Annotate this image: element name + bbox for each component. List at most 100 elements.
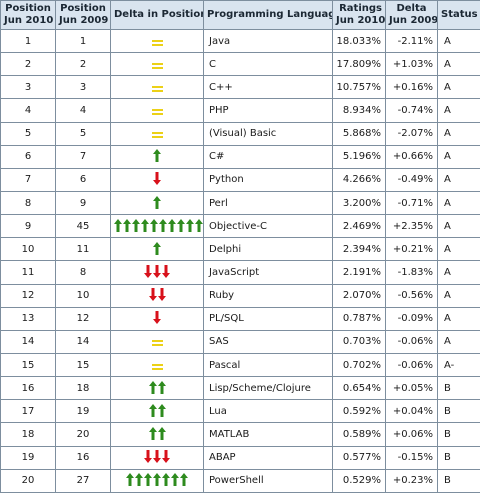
delta-2009-cell: +1.03% bbox=[385, 52, 438, 77]
equal-icon bbox=[151, 363, 163, 371]
delta-2009-cell: +0.21% bbox=[385, 237, 438, 262]
equal-icon bbox=[151, 108, 163, 116]
table-row: 4 4 PHP 8.934% -0.74% A bbox=[0, 98, 480, 123]
position-2009-cell: 1 bbox=[55, 28, 111, 54]
position-2009-cell: 4 bbox=[55, 98, 111, 123]
arrow-up-icon bbox=[141, 218, 149, 232]
rating-cell: 3.200% bbox=[332, 190, 386, 216]
position-2010-cell: 15 bbox=[0, 352, 56, 378]
header-row: Position Jun 2010 Position Jun 2009 Delt… bbox=[0, 0, 480, 30]
arrow-up-icon bbox=[195, 218, 203, 232]
status-cell: A bbox=[437, 283, 480, 308]
delta-icons bbox=[151, 33, 163, 47]
delta-position-cell bbox=[110, 75, 204, 100]
arrow-up-icon bbox=[157, 380, 166, 394]
language-cell: JavaScript bbox=[203, 260, 333, 285]
delta-icons bbox=[151, 102, 163, 116]
status-cell: B bbox=[437, 468, 480, 493]
position-2009-cell: 15 bbox=[55, 352, 111, 378]
arrow-down-icon bbox=[148, 288, 157, 302]
position-2010-cell: 18 bbox=[0, 422, 56, 447]
header-line: Position bbox=[60, 3, 106, 14]
arrow-up-icon bbox=[186, 218, 194, 232]
arrow-up-icon bbox=[171, 473, 179, 487]
delta-position-cell bbox=[110, 260, 204, 285]
header-ratings: Ratings Jun 2010 bbox=[332, 0, 386, 30]
table-body: 1 1 Java 18.033% -2.11% A 2 2 C 17.809% +1.03% A 3 3 C… bbox=[0, 28, 480, 493]
language-cell: MATLAB bbox=[203, 422, 333, 447]
status-cell: A bbox=[437, 329, 480, 354]
header-line: Ratings bbox=[339, 3, 382, 14]
position-2009-cell: 3 bbox=[55, 75, 111, 100]
delta-position-cell bbox=[110, 329, 204, 354]
status-cell: B bbox=[437, 399, 480, 424]
position-2010-cell: 8 bbox=[0, 190, 56, 216]
rating-cell: 4.266% bbox=[332, 167, 386, 192]
arrow-up-icon bbox=[157, 426, 166, 440]
header-status: Status bbox=[437, 0, 480, 30]
language-cell: C# bbox=[203, 144, 333, 169]
status-cell: A bbox=[437, 52, 480, 77]
status-cell: B bbox=[437, 376, 480, 401]
delta-icons bbox=[153, 241, 161, 255]
delta-icons bbox=[153, 310, 161, 325]
position-2010-cell: 13 bbox=[0, 306, 56, 331]
position-2010-cell: 20 bbox=[0, 468, 56, 493]
header-line: Delta bbox=[396, 3, 427, 14]
arrow-up-icon bbox=[157, 403, 166, 417]
table-row: 6 7 C# 5.196% +0.66% A bbox=[0, 144, 480, 169]
arrow-down-icon bbox=[144, 264, 152, 278]
rating-cell: 0.702% bbox=[332, 352, 386, 378]
arrow-down-icon bbox=[153, 172, 161, 186]
rating-cell: 0.589% bbox=[332, 422, 386, 447]
rating-cell: 10.757% bbox=[332, 75, 386, 100]
arrow-up-icon bbox=[168, 218, 176, 232]
status-cell: A bbox=[437, 75, 480, 100]
delta-2009-cell: -0.49% bbox=[385, 167, 438, 192]
position-2009-cell: 27 bbox=[55, 468, 111, 493]
language-cell: Ruby bbox=[203, 283, 333, 308]
arrow-down-icon bbox=[144, 450, 152, 464]
arrow-up-icon bbox=[162, 473, 170, 487]
position-2010-cell: 12 bbox=[0, 283, 56, 308]
position-2009-cell: 10 bbox=[55, 283, 111, 308]
position-2010-cell: 11 bbox=[0, 260, 56, 285]
delta-position-cell bbox=[110, 214, 204, 239]
table-row: 15 15 Pascal 0.702% -0.06% A- bbox=[0, 352, 480, 378]
delta-position-cell bbox=[110, 399, 204, 424]
table-row: 1 1 Java 18.033% -2.11% A bbox=[0, 28, 480, 54]
delta-position-cell bbox=[110, 306, 204, 331]
language-cell: Pascal bbox=[203, 352, 333, 378]
delta-position-cell bbox=[110, 376, 204, 401]
table-row: 8 9 Perl 3.200% -0.71% A bbox=[0, 190, 480, 216]
delta-2009-cell: -0.74% bbox=[385, 98, 438, 123]
position-2010-cell: 16 bbox=[0, 376, 56, 401]
delta-icons bbox=[144, 449, 170, 464]
rating-cell: 0.592% bbox=[332, 399, 386, 424]
header-position-2010: Position Jun 2010 bbox=[0, 0, 56, 30]
language-cell: PL/SQL bbox=[203, 306, 333, 331]
status-cell: A bbox=[437, 237, 480, 262]
delta-2009-cell: +0.23% bbox=[385, 468, 438, 493]
equal-icon bbox=[151, 62, 163, 70]
position-2010-cell: 14 bbox=[0, 329, 56, 354]
arrow-up-icon bbox=[153, 149, 161, 163]
table-row: 13 12 PL/SQL 0.787% -0.09% A bbox=[0, 306, 480, 331]
status-cell: A- bbox=[437, 352, 480, 378]
rating-cell: 0.529% bbox=[332, 468, 386, 493]
rating-cell: 8.934% bbox=[332, 98, 386, 123]
arrow-down-icon bbox=[153, 450, 161, 464]
arrow-up-icon bbox=[123, 218, 131, 232]
table-row: 3 3 C++ 10.757% +0.16% A bbox=[0, 75, 480, 100]
arrow-down-icon bbox=[157, 288, 166, 302]
rating-cell: 0.577% bbox=[332, 445, 386, 470]
arrow-down-icon bbox=[153, 264, 161, 278]
rating-cell: 2.394% bbox=[332, 237, 386, 262]
delta-icons bbox=[151, 125, 163, 139]
arrow-up-icon bbox=[153, 241, 161, 255]
delta-icons bbox=[153, 171, 161, 186]
language-cell: Objective-C bbox=[203, 214, 333, 239]
language-cell: C++ bbox=[203, 75, 333, 100]
arrow-up-icon bbox=[148, 380, 157, 394]
table-row: 7 6 Python 4.266% -0.49% A bbox=[0, 167, 480, 192]
